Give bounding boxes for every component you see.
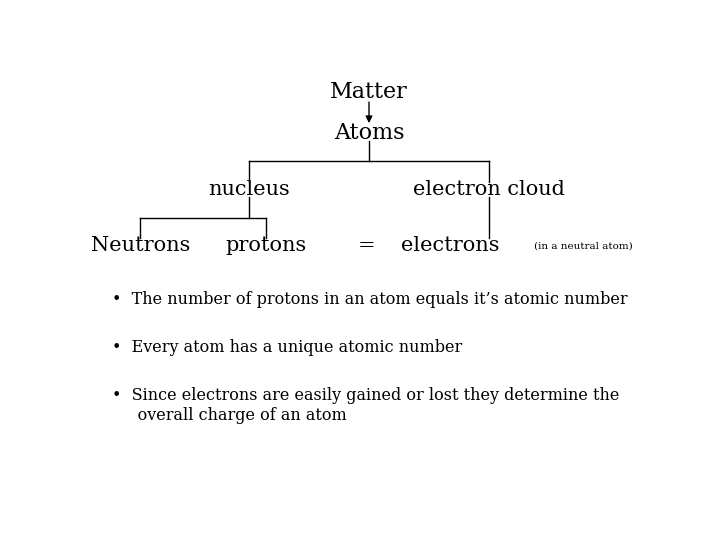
Text: •  Since electrons are easily gained or lost they determine the
     overall cha: • Since electrons are easily gained or l…	[112, 387, 620, 424]
Text: =: =	[357, 236, 375, 255]
Text: electron cloud: electron cloud	[413, 180, 565, 199]
Text: Matter: Matter	[330, 81, 408, 103]
Text: (in a neutral atom): (in a neutral atom)	[534, 241, 632, 250]
Text: protons: protons	[225, 236, 307, 255]
Text: •  The number of protons in an atom equals it’s atomic number: • The number of protons in an atom equal…	[112, 292, 628, 308]
Text: •  Every atom has a unique atomic number: • Every atom has a unique atomic number	[112, 339, 462, 356]
Text: Atoms: Atoms	[334, 123, 404, 144]
Text: nucleus: nucleus	[208, 180, 290, 199]
Text: Neutrons: Neutrons	[91, 236, 190, 255]
Text: electrons: electrons	[400, 236, 499, 255]
